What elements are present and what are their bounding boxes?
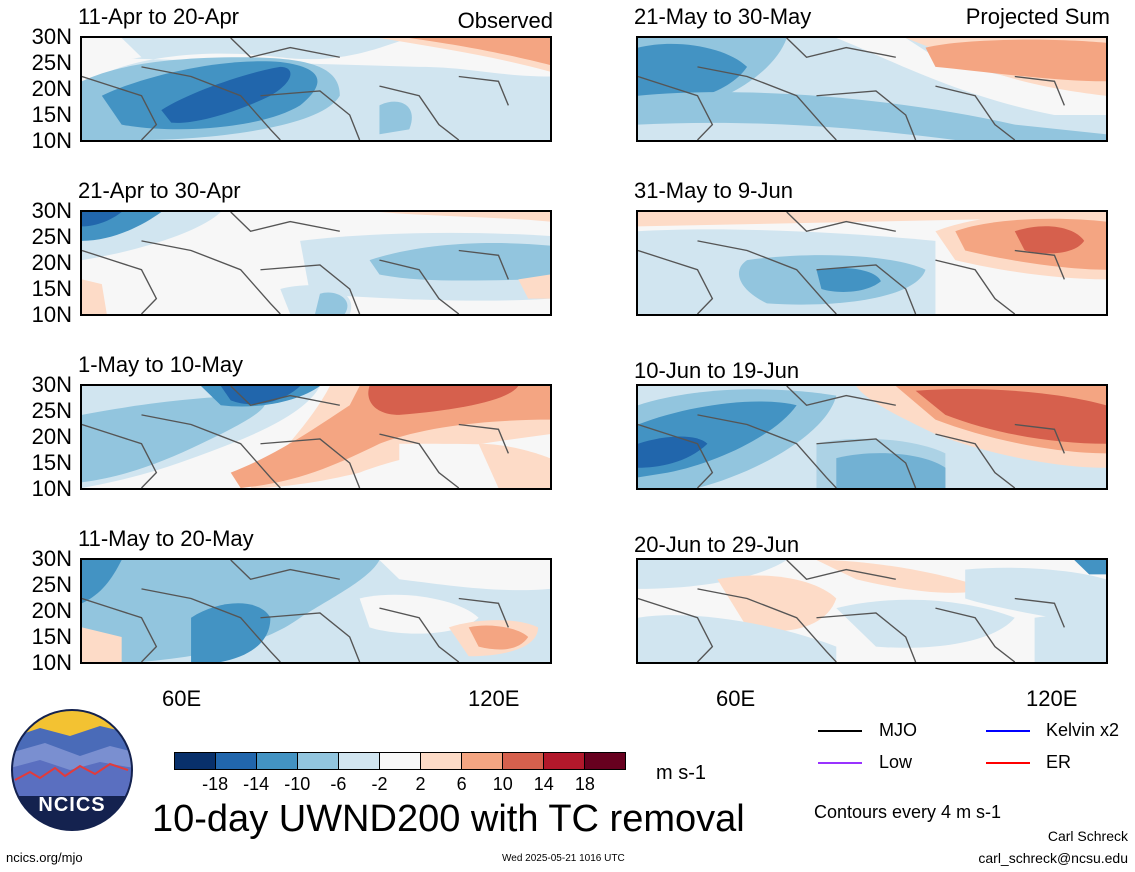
lat-label: 10N	[31, 128, 72, 153]
colorbar-tick-label: 14	[533, 774, 554, 794]
panel-corner-label: Observed	[457, 8, 553, 33]
colorbar-cell	[297, 753, 338, 769]
ncics-logo: NCICS	[10, 708, 134, 832]
wind-field-map	[638, 38, 1106, 140]
lat-label: 15N	[31, 450, 72, 475]
lat-label: 10N	[31, 476, 72, 501]
lat-label: 30N	[31, 546, 72, 571]
colorbar-tick-label: 10	[492, 774, 513, 794]
lat-label: 30N	[31, 24, 72, 49]
lon-label: 60E	[716, 686, 756, 711]
lon-label: 120E	[468, 686, 520, 711]
lat-label: 25N	[31, 224, 72, 249]
panel-title: 11-Apr to 20-Apr	[78, 4, 240, 29]
colorbar-tick-label: -2	[371, 774, 388, 794]
colorbar-tick-label: -6	[330, 774, 347, 794]
main-title: 10-day UWND200 with TC removal	[152, 798, 745, 840]
colorbar-cell	[543, 753, 584, 769]
panel-title: 21-May to 30-May	[634, 4, 812, 29]
lat-label: 20N	[31, 250, 72, 275]
contours-note: Contours every 4 m s-1	[814, 802, 1002, 822]
colorbar-tick-label: -10	[284, 774, 311, 794]
panel-title: 21-Apr to 30-Apr	[78, 178, 241, 203]
panel-title: 1-May to 10-May	[78, 352, 244, 377]
lat-label: 30N	[31, 372, 72, 397]
legend-label-low: Low	[879, 752, 913, 772]
legend-label-er: ER	[1046, 752, 1072, 772]
footer-timestamp: Wed 2025-05-21 1016 UTC	[502, 853, 625, 864]
legend-line-mjo	[818, 730, 862, 732]
wind-field-map	[638, 386, 1106, 488]
wind-field-map	[82, 212, 550, 314]
lat-label: 15N	[31, 102, 72, 127]
colorbar-cell	[338, 753, 379, 769]
lon-label: 120E	[1026, 686, 1078, 711]
map-panel	[636, 558, 1108, 664]
colorbar-cell	[379, 753, 420, 769]
wind-field-map	[82, 38, 550, 140]
legend-label-mjo: MJO	[879, 720, 917, 740]
colorbar-cell	[584, 753, 625, 769]
lat-label: 30N	[31, 198, 72, 223]
colorbar-cell	[502, 753, 543, 769]
colorbar-cell	[461, 753, 502, 769]
logo-text: NCICS	[38, 794, 106, 816]
map-panel	[636, 36, 1108, 142]
lat-label: 15N	[31, 276, 72, 301]
lon-label: 60E	[162, 686, 202, 711]
map-panel	[80, 384, 552, 490]
legend-label-kelvin: Kelvin x2	[1046, 720, 1120, 740]
legend-line-er	[986, 762, 1030, 764]
map-panel	[636, 384, 1108, 490]
colorbar-units: m s-1	[656, 762, 706, 784]
map-panel	[80, 210, 552, 316]
colorbar-tick-label: -18	[202, 774, 229, 794]
colorbar-cell	[175, 753, 215, 769]
legend-line-low	[818, 762, 862, 764]
panel-title: 20-Jun to 29-Jun	[634, 532, 800, 557]
wind-field-map	[82, 560, 550, 662]
lat-label: 20N	[31, 598, 72, 623]
panel-title: 10-Jun to 19-Jun	[634, 358, 800, 383]
lat-label: 15N	[31, 624, 72, 649]
lat-label: 25N	[31, 50, 72, 75]
lat-label: 20N	[31, 76, 72, 101]
legend-line-kelvin	[986, 730, 1030, 732]
panel-title: 11-May to 20-May	[78, 526, 254, 551]
lat-label: 20N	[31, 424, 72, 449]
panel-title: 31-May to 9-Jun	[634, 178, 793, 203]
lat-label: 10N	[31, 302, 72, 327]
colorbar-cell	[420, 753, 461, 769]
colorbar-tick-label: 6	[456, 774, 467, 794]
colorbar-tick-label: -14	[243, 774, 270, 794]
lat-label: 25N	[31, 572, 72, 597]
colorbar-cell	[215, 753, 256, 769]
map-panel	[80, 36, 552, 142]
colorbar-swatches	[174, 752, 626, 770]
wind-field-map	[638, 212, 1106, 314]
map-panel	[636, 210, 1108, 316]
panel-corner-label: Projected Sum	[965, 4, 1110, 29]
footer-author: Carl Schreck	[1047, 828, 1128, 844]
colorbar-cell	[256, 753, 297, 769]
colorbar-tick-label: 18	[574, 774, 595, 794]
lat-label: 25N	[31, 398, 72, 423]
footer-url[interactable]: ncics.org/mjo	[6, 850, 83, 865]
lat-label: 10N	[31, 650, 72, 675]
wind-field-map	[638, 560, 1106, 662]
footer-email[interactable]: carl_schreck@ncsu.edu	[978, 850, 1128, 866]
map-panel	[80, 558, 552, 664]
wind-field-map	[82, 386, 550, 488]
colorbar-tick-label: 2	[415, 774, 426, 794]
